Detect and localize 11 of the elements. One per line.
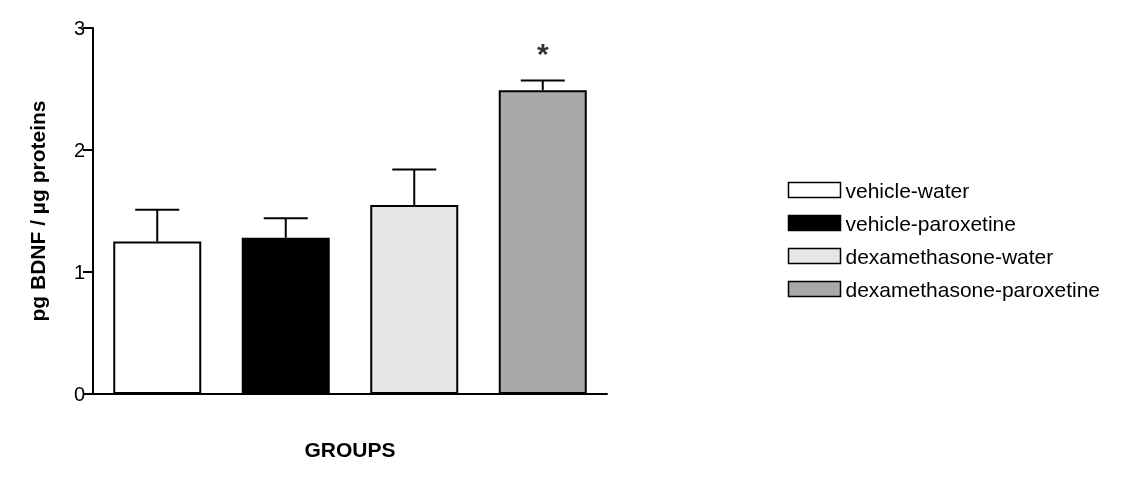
y-tick-label: 1: [73, 261, 85, 283]
legend-label: dexamethasone-water: [845, 244, 1054, 268]
y-axis-title: pg BDNF / µg proteins: [26, 100, 49, 322]
legend-label: vehicle-paroxetine: [845, 211, 1016, 235]
x-axis-title: GROUPS: [304, 438, 396, 461]
annotation: *: [536, 36, 549, 70]
y-tick-label: 3: [73, 17, 85, 39]
legend-label: vehicle-water: [845, 178, 970, 202]
legend-label: dexamethasone-paroxetine: [845, 277, 1101, 301]
y-tick-label: 0: [73, 383, 85, 405]
y-tick-label: 2: [73, 139, 85, 161]
